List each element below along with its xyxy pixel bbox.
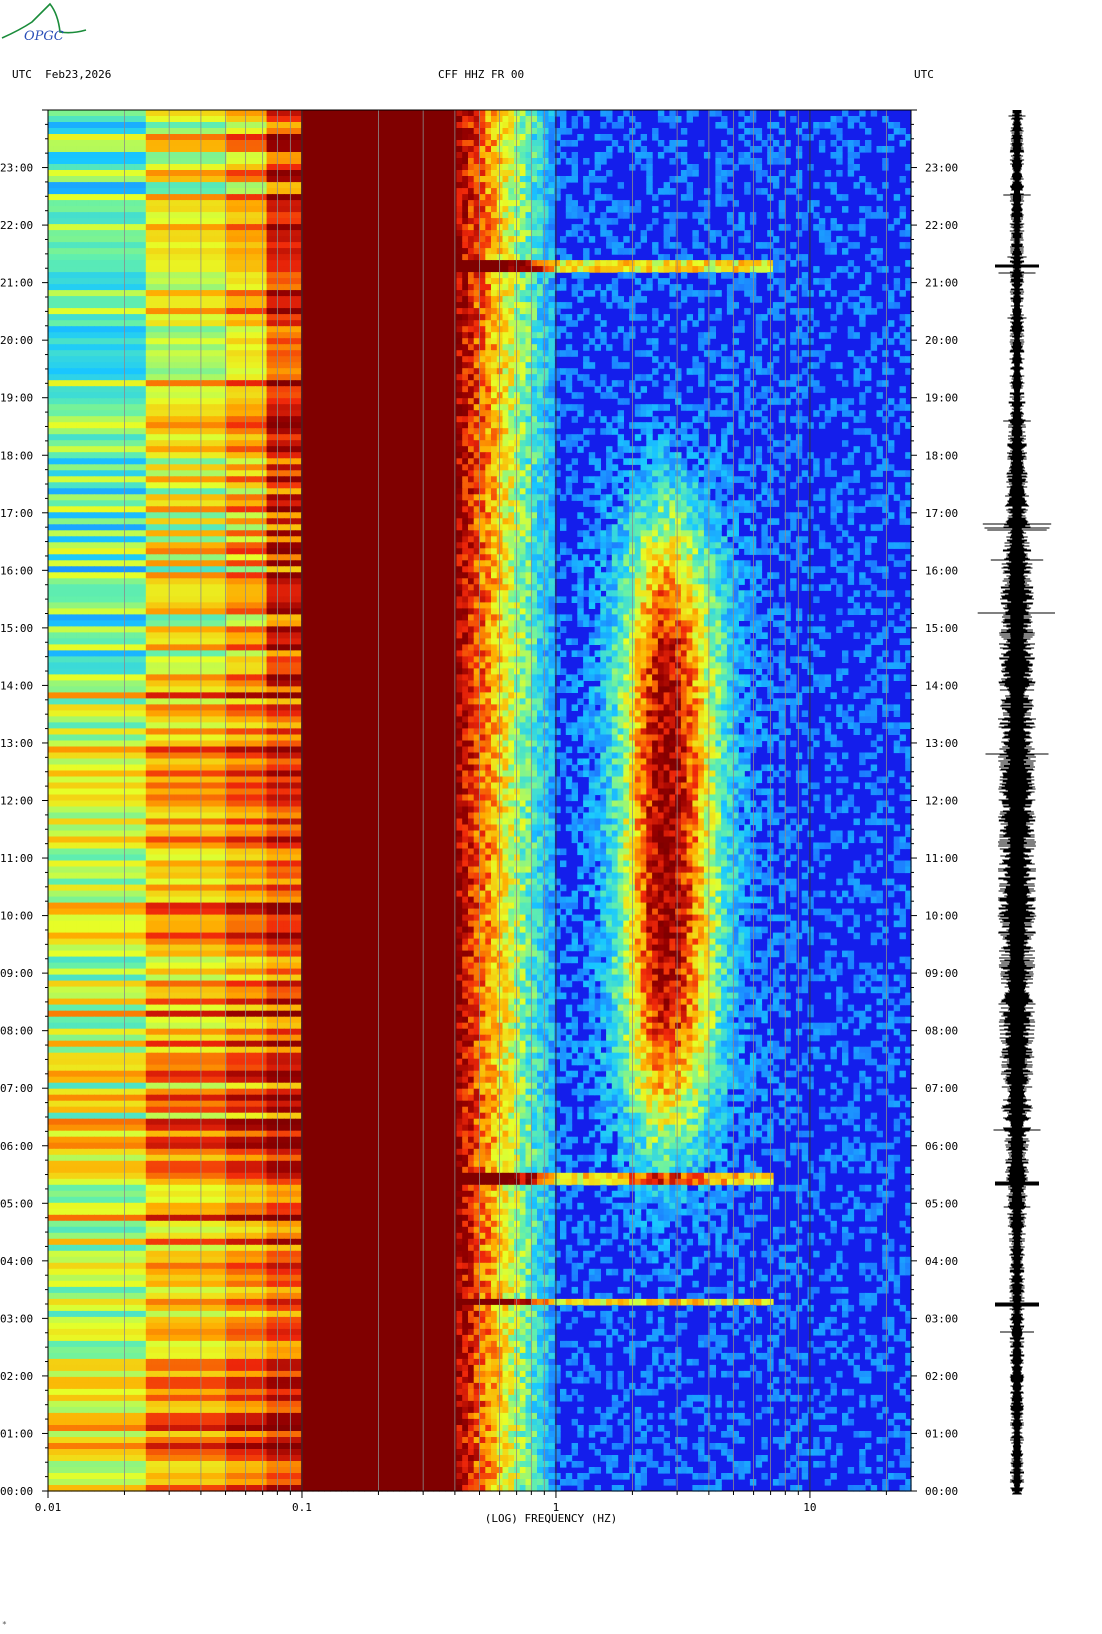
y-tick-label-left: 10:00 [0,910,33,923]
y-tick-label-right: 03:00 [925,1312,958,1325]
y-tick-label-right: 06:00 [925,1140,958,1153]
seismogram-path [978,110,1055,1494]
y-tick-label-left: 20:00 [0,334,33,347]
y-tick-label-left: 15:00 [0,622,33,635]
y-tick-label-left: 03:00 [0,1312,33,1325]
y-tick-label-right: 19:00 [925,392,958,405]
y-tick-label-right: 05:00 [925,1197,958,1210]
y-tick-label-right: 08:00 [925,1025,958,1038]
y-tick-label-right: 16:00 [925,564,958,577]
y-tick-label-right: 22:00 [925,219,958,232]
y-tick-label-right: 10:00 [925,910,958,923]
y-tick-label-right: 09:00 [925,967,958,980]
y-tick-label-right: 15:00 [925,622,958,635]
y-tick-label-left: 19:00 [0,392,33,405]
y-tick-label-right: 04:00 [925,1255,958,1268]
y-tick-label-left: 18:00 [0,449,33,462]
footer-mark: * [2,1620,7,1629]
y-tick-label-right: 14:00 [925,679,958,692]
y-tick-label-left: 21:00 [0,277,33,290]
y-tick-label-left: 06:00 [0,1140,33,1153]
y-tick-label-left: 05:00 [0,1197,33,1210]
y-tick-label-left: 11:00 [0,852,33,865]
y-tick-label-right: 01:00 [925,1427,958,1440]
y-tick-label-left: 22:00 [0,219,33,232]
frequency-axis: 0.01 0.1 1 10 [35,1491,887,1514]
y-tick-label-right: 07:00 [925,1082,958,1095]
y-tick-label-left: 14:00 [0,679,33,692]
y-tick-label-left: 09:00 [0,967,33,980]
y-tick-label-right: 20:00 [925,334,958,347]
y-tick-label-left: 01:00 [0,1427,33,1440]
y-tick-label-right: 00:00 [925,1485,958,1498]
y-tick-label-right: 23:00 [925,162,958,175]
y-tick-label-left: 13:00 [0,737,33,750]
y-tick-label-right: 13:00 [925,737,958,750]
y-tick-label-left: 02:00 [0,1370,33,1383]
y-tick-label-left: 04:00 [0,1255,33,1268]
y-tick-label-left: 23:00 [0,162,33,175]
y-tick-label-right: 18:00 [925,449,958,462]
y-tick-label-left: 00:00 [0,1485,33,1498]
y-tick-label-right: 21:00 [925,277,958,290]
y-tick-label-left: 17:00 [0,507,33,520]
y-tick-label-right: 11:00 [925,852,958,865]
x-axis-label: (LOG) FREQUENCY (HZ) [0,1512,1102,1525]
y-tick-label-left: 08:00 [0,1025,33,1038]
y-tick-label-right: 17:00 [925,507,958,520]
y-tick-label-right: 12:00 [925,795,958,808]
y-tick-label-right: 02:00 [925,1370,958,1383]
y-tick-label-left: 07:00 [0,1082,33,1095]
seismogram-trace [975,110,1055,1495]
y-tick-label-left: 12:00 [0,795,33,808]
y-tick-label-left: 16:00 [0,564,33,577]
